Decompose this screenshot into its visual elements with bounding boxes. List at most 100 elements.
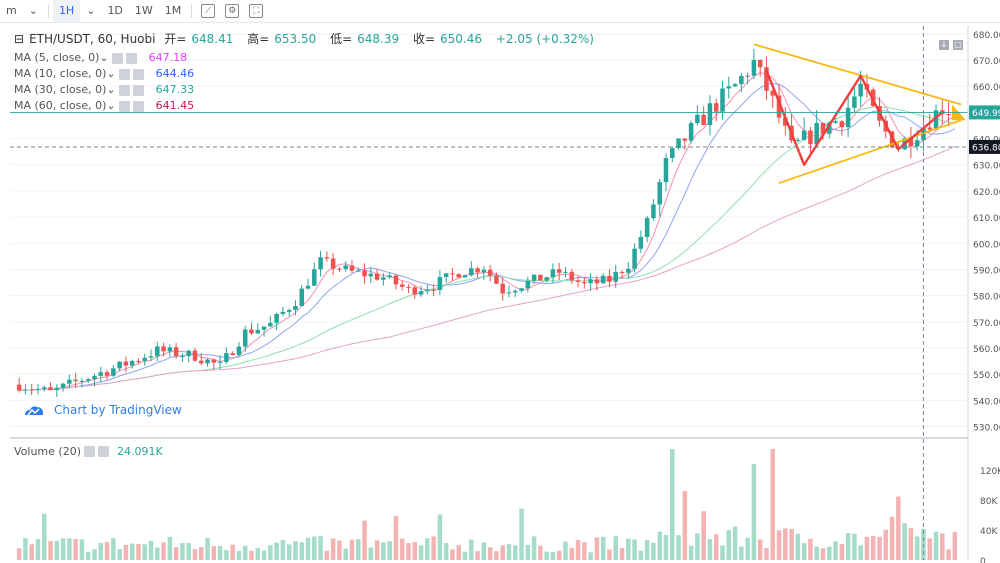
chevron-down-icon[interactable]: ⌄ bbox=[106, 67, 116, 80]
price-tick-label: 680.00 bbox=[973, 31, 1000, 41]
settings-icon[interactable] bbox=[111, 52, 123, 64]
candle-body bbox=[556, 269, 562, 273]
move-down-icon[interactable]: ↓ bbox=[939, 40, 949, 50]
chevron-down-icon[interactable]: ⌄ bbox=[106, 99, 116, 112]
volume-bar bbox=[211, 546, 217, 560]
volume-bar bbox=[770, 449, 776, 560]
candle-body bbox=[594, 279, 600, 284]
volume-bar bbox=[550, 552, 556, 560]
close-value: 650.46 bbox=[440, 32, 483, 46]
settings-icon[interactable] bbox=[84, 446, 95, 457]
chevron-down-icon[interactable]: ⌄ bbox=[28, 4, 38, 17]
volume-bar bbox=[877, 536, 882, 560]
candle-body bbox=[293, 306, 298, 310]
volume-bar bbox=[236, 550, 242, 560]
volume-bar bbox=[789, 528, 794, 560]
volume-bar bbox=[111, 538, 116, 560]
price-tick-label: 610.00 bbox=[973, 214, 1000, 224]
chart-type-icon[interactable]: ⟋ bbox=[201, 4, 216, 18]
candle-body bbox=[305, 285, 311, 289]
volume-bar bbox=[701, 511, 706, 560]
volume-bar bbox=[224, 549, 229, 560]
volume-bar bbox=[927, 538, 933, 560]
maximize-icon[interactable]: ▢ bbox=[953, 40, 963, 50]
triangle-upper-line bbox=[753, 43, 962, 106]
symbol-name[interactable]: ETH/USDT, 60, Huobi bbox=[29, 32, 156, 46]
chevron-down-icon[interactable]: ⌄ bbox=[106, 83, 116, 96]
candle-body bbox=[619, 271, 625, 273]
chevron-down-icon[interactable]: ⌄ bbox=[99, 51, 109, 64]
volume-bar bbox=[575, 539, 581, 560]
last-price-badge-text: 649.99 bbox=[972, 109, 1000, 119]
volume-bar bbox=[318, 536, 323, 560]
candle-body bbox=[349, 265, 355, 271]
fullscreen-icon[interactable]: ⛶ bbox=[249, 4, 264, 18]
candle-body bbox=[651, 204, 656, 219]
interval-1d-button[interactable]: 1D bbox=[107, 4, 123, 17]
candle-body bbox=[820, 122, 826, 134]
candle-body bbox=[337, 268, 342, 270]
candle-body bbox=[525, 280, 531, 289]
candle-body bbox=[833, 121, 838, 123]
volume-legend: Volume (20) 24.091K bbox=[14, 445, 163, 458]
interval-1m-button[interactable]: 1M bbox=[164, 4, 182, 17]
chevron-down-icon[interactable]: ⌄ bbox=[86, 4, 96, 17]
settings-icon[interactable] bbox=[118, 84, 130, 96]
candle-body bbox=[167, 347, 173, 352]
ma-legend-row[interactable]: MA (30, close, 0) ⌄ 647.33 bbox=[14, 82, 599, 98]
candle-body bbox=[35, 388, 41, 390]
close-icon[interactable] bbox=[132, 100, 144, 112]
ma-legend-row[interactable]: MA (10, close, 0) ⌄ 644.46 bbox=[14, 66, 599, 82]
settings-icon[interactable]: ⚙ bbox=[225, 4, 240, 18]
volume-tick-label: 40K bbox=[980, 527, 998, 537]
open-label: 开= bbox=[164, 32, 187, 46]
volume-bar bbox=[73, 539, 78, 560]
volume-bar bbox=[399, 538, 405, 560]
volume-bar bbox=[192, 549, 198, 560]
close-icon[interactable] bbox=[132, 68, 144, 80]
volume-bar bbox=[437, 514, 443, 560]
ma-line bbox=[19, 72, 956, 391]
volume-bar bbox=[902, 523, 907, 560]
volume-bar bbox=[462, 551, 468, 560]
tradingview-watermark[interactable]: Chart by TradingView bbox=[24, 403, 182, 417]
interval-1h-button[interactable]: 1H bbox=[52, 0, 81, 22]
volume-bar bbox=[500, 545, 505, 560]
candle-body bbox=[808, 130, 813, 145]
candle-body bbox=[607, 275, 612, 282]
close-icon[interactable] bbox=[125, 52, 137, 64]
volume-bar bbox=[161, 542, 166, 560]
ma-value: 647.33 bbox=[155, 83, 195, 96]
candle-body bbox=[73, 379, 78, 382]
candle-body bbox=[324, 257, 330, 259]
candle-body bbox=[801, 130, 807, 140]
volume-bar bbox=[29, 544, 34, 560]
interval-1w-button[interactable]: 1W bbox=[134, 4, 153, 17]
close-icon[interactable] bbox=[132, 84, 144, 96]
candle-body bbox=[217, 361, 223, 363]
change-value: +2.05 (+0.32%) bbox=[495, 32, 594, 46]
interval-menu[interactable]: m bbox=[6, 4, 17, 17]
ma-value: 644.46 bbox=[155, 67, 195, 80]
ma-legend-row[interactable]: MA (5, close, 0) ⌄ 647.18 bbox=[14, 50, 599, 66]
settings-icon[interactable] bbox=[118, 68, 130, 80]
price-tick-label: 570.00 bbox=[973, 319, 1000, 329]
candle-body bbox=[569, 271, 575, 281]
candle-body bbox=[274, 313, 279, 323]
candle-body bbox=[79, 380, 85, 382]
close-icon[interactable] bbox=[98, 446, 109, 457]
volume-bar bbox=[801, 543, 807, 560]
volume-bar bbox=[255, 547, 261, 560]
low-value: 648.39 bbox=[357, 32, 400, 46]
collapse-icon[interactable]: ⊟ bbox=[14, 32, 25, 46]
candle-body bbox=[726, 86, 732, 89]
ma-legend-row[interactable]: MA (60, close, 0) ⌄ 641.45 bbox=[14, 98, 599, 114]
volume-bar bbox=[337, 540, 342, 560]
volume-bar bbox=[48, 541, 53, 560]
volume-bar bbox=[494, 551, 499, 560]
candle-body bbox=[425, 289, 430, 292]
settings-icon[interactable] bbox=[118, 100, 130, 112]
volume-bar bbox=[117, 549, 122, 560]
volume-bar bbox=[695, 533, 700, 560]
